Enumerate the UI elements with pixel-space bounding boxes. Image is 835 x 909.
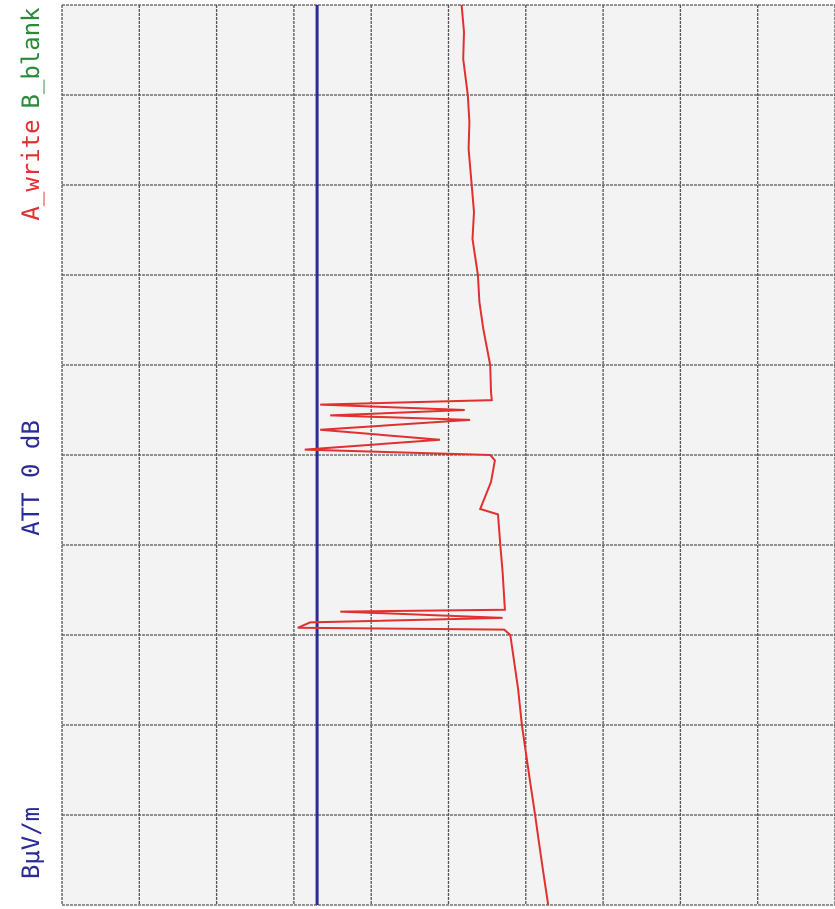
label-group: A_write B_blank <box>17 7 45 221</box>
trace-a-label: A_write <box>17 119 45 220</box>
attenuation-label: ATT 0 dB <box>17 420 45 536</box>
trace-b-label: B_blank <box>17 7 45 109</box>
trace-line <box>297 4 550 906</box>
unit-label: BμV/m <box>17 807 45 879</box>
